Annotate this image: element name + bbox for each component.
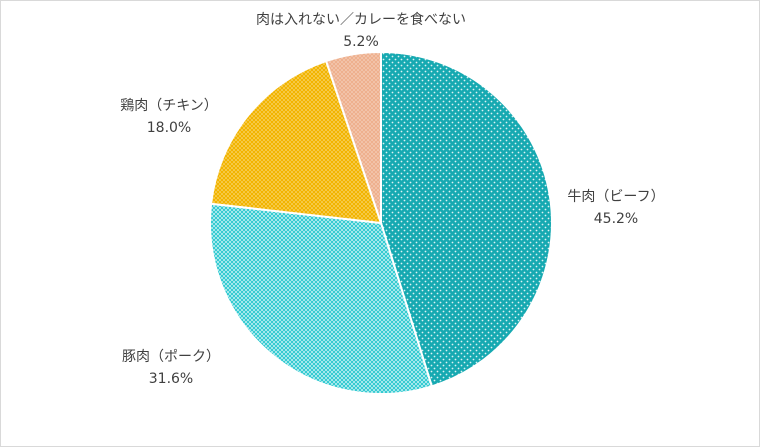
slice-label-chicken: 鶏肉（チキン） 18.0% <box>109 95 229 139</box>
slice-chicken <box>209 59 383 225</box>
slice-category-pork: 豚肉（ポーク） <box>122 349 220 365</box>
slice-label-none: 肉は入れない／カレーを食べない 5.2% <box>211 9 511 53</box>
pie-slices <box>209 50 553 395</box>
slice-category-none: 肉は入れない／カレーを食べない <box>256 12 466 28</box>
slice-label-beef: 牛肉（ビーフ） 45.2% <box>556 186 676 230</box>
slice-pork <box>209 202 434 395</box>
slice-beef <box>380 50 553 388</box>
slice-value-pork: 31.6% <box>148 371 194 387</box>
slice-category-beef: 牛肉（ビーフ） <box>567 189 665 205</box>
slice-none <box>324 50 382 224</box>
slice-label-pork: 豚肉（ポーク） 31.6% <box>111 346 231 390</box>
slice-value-none: 5.2% <box>343 34 379 50</box>
slice-category-chicken: 鶏肉（チキン） <box>120 98 218 114</box>
slice-value-chicken: 18.0% <box>146 120 192 136</box>
slice-value-beef: 45.2% <box>593 211 639 227</box>
